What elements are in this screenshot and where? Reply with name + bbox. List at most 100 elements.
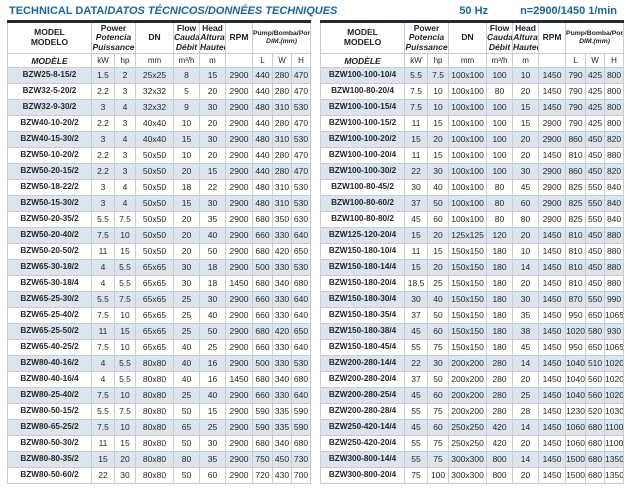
value-cell: 880 (604, 259, 625, 276)
value-cell: 590 (290, 419, 312, 436)
value-cell: 25 (173, 387, 200, 404)
value-cell: 180 (486, 275, 514, 292)
value-cell: 35 (512, 307, 540, 324)
value-cell: 640 (290, 339, 312, 356)
model-cell: BZW300-800-20/4 (320, 467, 406, 484)
value-cell: 15 (173, 131, 200, 148)
value-cell: 1450 (538, 339, 567, 356)
value-cell: 50 (199, 323, 226, 340)
model-cell: BZW50-20-15/2 (7, 163, 92, 180)
model-cell: BZW80-40-16/2 (7, 355, 92, 372)
col-header-rpm: RPM (225, 21, 253, 54)
value-cell: 1020 (604, 387, 625, 404)
value-cell: 1450 (538, 99, 567, 116)
value-cell: 720 (252, 467, 273, 484)
value-cell: 1450 (225, 275, 253, 292)
table-row: BZW100-80-45/2 30 40 100x100 80 45 2900 825 550 8… (320, 179, 625, 196)
value-cell: 55 (404, 403, 429, 420)
value-cell: 280 (272, 115, 292, 132)
model-cell: BZW150-180-20/4 (320, 275, 406, 292)
value-cell: 75 (427, 339, 450, 356)
value-cell: 40 (427, 179, 450, 196)
value-cell: 870 (565, 291, 587, 308)
value-cell: 1450 (538, 83, 567, 100)
value-cell: 840 (604, 195, 625, 212)
value-cell: 280 (486, 387, 514, 404)
model-cell: BZW80-40-16/4 (7, 371, 92, 388)
value-cell: 100x100 (448, 147, 488, 164)
model-cell: BZW65-25-30/2 (7, 291, 92, 308)
value-cell: 80x80 (135, 435, 174, 452)
value-cell: 680 (252, 211, 273, 228)
value-cell: 2.2 (91, 163, 115, 180)
value-cell: 40 (199, 307, 226, 324)
value-cell: 25 (199, 419, 226, 436)
model-cell: BZW50-20-35/2 (7, 211, 92, 228)
model-cell: BZW65-25-40/2 (7, 307, 92, 324)
value-cell: 60 (199, 467, 226, 484)
col-header-flow: FlowCaudalDébit (486, 21, 514, 54)
value-cell: 420 (272, 243, 292, 260)
table-row: BZW80-40-16/4 4 5.5 80x80 40 16 1450 680 340 680 (7, 371, 312, 388)
col-header-modele: MODÈLE (320, 53, 406, 68)
value-cell: 2.2 (91, 115, 115, 132)
value-cell: 680 (290, 275, 312, 292)
table-row: BZW150-180-38/4 45 60 150x150 180 38 1450 1020 5… (320, 323, 625, 340)
unit-flow: m³/h (173, 53, 200, 68)
value-cell: 680 (252, 243, 273, 260)
unit-hp: hp (427, 53, 450, 68)
value-cell: 7.5 (91, 227, 115, 244)
value-cell: 15 (199, 403, 226, 420)
value-cell: 7.5 (427, 67, 450, 84)
value-cell: 7.5 (404, 99, 429, 116)
value-cell: 2900 (225, 99, 253, 116)
table-row: BZW80-50-15/2 5.5 7.5 80x80 50 15 2900 590 335 59… (7, 403, 312, 420)
value-cell: 450 (585, 275, 606, 292)
col-header-flow: FlowCaudalDébit (173, 21, 200, 54)
value-cell: 20 (173, 163, 200, 180)
value-cell: 450 (585, 131, 606, 148)
value-cell: 1030 (604, 403, 625, 420)
value-cell: 180 (486, 307, 514, 324)
value-cell: 280 (272, 147, 292, 164)
title-bar: TECHNICAL DATA/DATOS TÉCNICOS/DONNÉES TE… (7, 3, 622, 20)
value-cell: 14 (512, 451, 540, 468)
model-cell: BZW50-15-30/2 (7, 195, 92, 212)
value-cell: 50x50 (135, 211, 174, 228)
value-cell: 450 (585, 259, 606, 276)
value-cell: 150x150 (448, 307, 488, 324)
value-cell: 50 (199, 243, 226, 260)
value-cell: 470 (290, 163, 312, 180)
value-cell: 15 (114, 243, 136, 260)
model-cell: BZW100-80-80/2 (320, 211, 406, 228)
value-cell: 1040 (565, 387, 587, 404)
value-cell: 2.2 (91, 83, 115, 100)
value-cell: 700 (290, 467, 312, 484)
pump-table-left: MODEL MODELO Power Potencia Puissance DN Fl… (7, 20, 312, 484)
value-cell: 470 (290, 67, 312, 84)
value-cell: 80 (173, 451, 200, 468)
model-cell: BZW80-80-35/2 (7, 451, 92, 468)
value-cell: 15 (404, 227, 429, 244)
unit-length: L (252, 53, 273, 68)
value-cell: 4 (91, 371, 115, 388)
value-cell: 200x200 (448, 371, 488, 388)
col-header-dn: DN (448, 21, 488, 54)
unit-kw: kW (404, 53, 429, 68)
value-cell: 1450 (538, 323, 567, 340)
value-cell: 18 (199, 275, 226, 292)
col-header-head: HeadAlturaHauteur (512, 21, 540, 54)
model-cell: BZW80-65-25/2 (7, 419, 92, 436)
value-cell: 30 (427, 163, 450, 180)
value-cell: 2900 (225, 435, 253, 452)
value-cell: 50 (173, 467, 200, 484)
value-cell: 1020 (604, 371, 625, 388)
value-cell: 40x40 (135, 115, 174, 132)
unit-mm: mm (135, 53, 174, 68)
value-cell: 330 (272, 291, 292, 308)
table-row: BZW100-100-20/4 11 15 100x100 100 20 1450 810 45… (320, 147, 625, 164)
value-cell: 500 (252, 259, 273, 276)
value-cell: 1100 (604, 435, 625, 452)
unit-height: H (290, 53, 312, 68)
value-cell: 150x150 (448, 259, 488, 276)
